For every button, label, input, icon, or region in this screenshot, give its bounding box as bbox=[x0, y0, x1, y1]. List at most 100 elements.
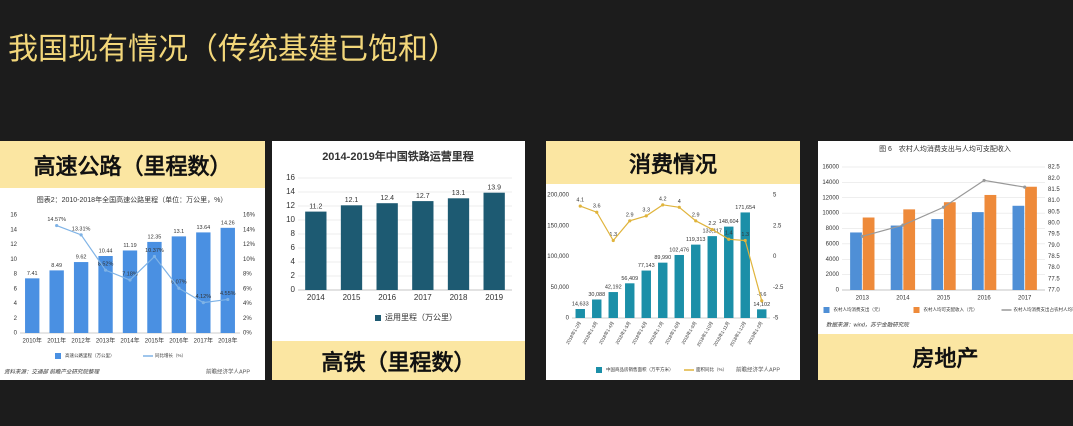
x-tick-label: 2017年 bbox=[194, 337, 213, 345]
bar bbox=[73, 262, 89, 333]
y2-tick-label: 8% bbox=[243, 272, 252, 278]
chart-title: 图表2：2010-2018年全国高速公路里程（单位：万公里，%） bbox=[37, 195, 228, 204]
y-tick-label: 0 bbox=[566, 316, 570, 322]
x-tick-label: 2013 bbox=[856, 296, 870, 302]
chart-source: 资料来源：交通部 前瞻产业研究院整理 bbox=[4, 368, 101, 375]
bar bbox=[691, 244, 701, 318]
data-label: 6.07% bbox=[171, 280, 187, 286]
y2-tick-label: -5 bbox=[773, 316, 779, 322]
x-tick-label: 2017 bbox=[1018, 296, 1032, 302]
chart-title: 2014-2019年中国铁路运营里程 bbox=[322, 149, 474, 163]
bar bbox=[625, 283, 635, 318]
x-tick-label: 2018年1-8月 bbox=[663, 320, 682, 346]
data-label: 13.1 bbox=[452, 190, 466, 197]
y2-tick-label: 0% bbox=[243, 331, 252, 337]
data-label: 3.3 bbox=[642, 207, 650, 213]
x-tick-label: 2018年1-2月 bbox=[564, 320, 583, 346]
data-label: 9.62 bbox=[76, 255, 87, 261]
line bbox=[862, 179, 1025, 237]
y2-tick-label: 82.5 bbox=[1048, 165, 1060, 171]
bar bbox=[483, 192, 505, 290]
y2-tick-label: 78.0 bbox=[1048, 265, 1060, 271]
y-tick-label: 6000 bbox=[826, 241, 840, 247]
data-label: 13.1 bbox=[174, 229, 185, 235]
y-tick-label: 150,000 bbox=[547, 223, 569, 229]
data-label: 171,654 bbox=[735, 205, 755, 211]
x-tick-label: 2018年 bbox=[218, 337, 237, 345]
legend-swatch bbox=[375, 315, 381, 321]
y2-tick-label: 81.0 bbox=[1048, 198, 1060, 204]
data-label: 4.12% bbox=[196, 294, 212, 300]
data-label: 12.4 bbox=[380, 195, 394, 202]
data-label: 11.19 bbox=[123, 243, 136, 249]
y-tick-label: 8 bbox=[291, 229, 296, 238]
y2-tick-label: 79.0 bbox=[1048, 243, 1060, 249]
data-label: 133,117 bbox=[703, 229, 722, 235]
y2-tick-label: 5 bbox=[773, 193, 777, 199]
bar bbox=[757, 309, 767, 318]
y-tick-label: 14000 bbox=[822, 180, 839, 186]
x-tick-label: 2019 bbox=[485, 293, 503, 302]
legend-swatch bbox=[55, 353, 61, 359]
data-label: 14.26 bbox=[221, 220, 235, 226]
legend-label: 运用里程（万公里） bbox=[385, 313, 457, 322]
x-tick-label: 2010年 bbox=[23, 337, 42, 345]
y2-tick-label: 82.0 bbox=[1048, 176, 1060, 182]
x-tick-label: 2018年1-5月 bbox=[614, 320, 633, 346]
bar bbox=[862, 217, 875, 290]
x-tick-label: 2016年 bbox=[169, 337, 188, 345]
y-tick-label: 14 bbox=[286, 187, 295, 196]
x-tick-label: 2011年 bbox=[47, 337, 66, 345]
x-tick-label: 2018年1-12月 bbox=[728, 320, 748, 348]
data-label: 11.2 bbox=[309, 203, 322, 210]
y2-tick-label: 80.0 bbox=[1048, 220, 1060, 226]
y2-tick-label: 79.5 bbox=[1048, 232, 1060, 238]
chart-watermark: 前瞻经济学人APP bbox=[206, 367, 250, 375]
data-label: -3.6 bbox=[757, 292, 766, 298]
bar bbox=[674, 254, 684, 318]
data-label: 14,102 bbox=[753, 302, 770, 308]
bar bbox=[98, 256, 113, 333]
y2-tick-label: 78.5 bbox=[1048, 254, 1060, 260]
legend-label: 农村人均消费支出占农村人均可支配收入比重（%） bbox=[1014, 306, 1073, 313]
y-tick-label: 0 bbox=[291, 285, 296, 294]
data-label: 4.55% bbox=[220, 291, 236, 297]
y-tick-label: 4 bbox=[14, 301, 18, 307]
panel-label: 高铁（里程数） bbox=[272, 341, 525, 380]
x-tick-label: 2012年 bbox=[71, 337, 90, 345]
y-tick-label: 12000 bbox=[822, 195, 839, 201]
bar bbox=[641, 270, 651, 318]
x-tick-label: 2014年 bbox=[120, 337, 139, 345]
y2-tick-label: 16% bbox=[243, 213, 256, 219]
panel-label: 高速公路（里程数） bbox=[0, 141, 265, 188]
x-tick-label: 2017 bbox=[414, 293, 432, 302]
legend-label: 面积同比（%） bbox=[696, 366, 727, 373]
bar bbox=[658, 262, 668, 318]
bar bbox=[724, 226, 734, 318]
legend-label: 高速公路里程（万公里） bbox=[65, 352, 115, 359]
y2-tick-label: 81.5 bbox=[1048, 187, 1060, 193]
y-tick-label: 10 bbox=[286, 215, 295, 224]
data-label: 14.57% bbox=[47, 217, 66, 223]
chart-title: 图 6 农村人均消费支出与人均可支配收入 bbox=[879, 144, 1011, 153]
y-tick-label: 10000 bbox=[822, 211, 839, 217]
y-tick-label: 16000 bbox=[822, 165, 839, 171]
data-label: 10.44 bbox=[99, 248, 113, 254]
y-tick-label: 2 bbox=[291, 271, 296, 280]
y-tick-label: 0 bbox=[836, 288, 840, 294]
x-tick-label: 2018 bbox=[450, 293, 468, 302]
x-tick-label: 2015 bbox=[343, 293, 361, 302]
bar bbox=[890, 225, 903, 290]
data-label: 2.2 bbox=[708, 221, 716, 227]
line bbox=[580, 204, 763, 301]
y2-tick-label: 77.0 bbox=[1048, 288, 1060, 294]
line bbox=[56, 224, 228, 304]
x-tick-label: 2015 bbox=[937, 296, 951, 302]
bar bbox=[592, 299, 602, 318]
bar bbox=[447, 198, 470, 290]
y-tick-label: 4000 bbox=[826, 257, 840, 263]
data-label: 8.52% bbox=[98, 262, 114, 268]
x-tick-label: 2018年1-3月 bbox=[581, 320, 600, 346]
